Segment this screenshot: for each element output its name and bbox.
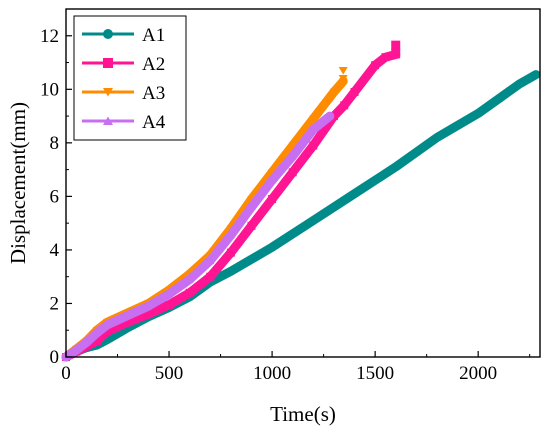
data-point-a4 xyxy=(206,257,215,264)
legend-box xyxy=(73,15,187,141)
data-point-a4 xyxy=(123,311,132,319)
data-point-a2 xyxy=(247,221,256,230)
data-point-a2 xyxy=(288,168,297,177)
data-point-a1 xyxy=(391,162,400,171)
data-point-a1 xyxy=(531,70,540,79)
data-point-a2 xyxy=(381,53,390,62)
series-line-a4 xyxy=(61,111,335,362)
data-point-a2 xyxy=(185,288,194,297)
legend-item-a3: A3 xyxy=(82,83,165,104)
x-tick-label: 2000 xyxy=(459,363,497,384)
x-tick-label: 1500 xyxy=(356,363,394,384)
data-point-a4 xyxy=(226,231,235,239)
data-point-a1 xyxy=(226,267,235,276)
y-tick-label: 6 xyxy=(50,186,60,207)
data-point-a4 xyxy=(92,329,101,337)
data-point-a2 xyxy=(309,141,318,150)
series-layer xyxy=(61,40,541,362)
y-axis-title: Displacement(mm) xyxy=(6,102,30,264)
data-point-a4 xyxy=(325,112,334,120)
y-tick-label: 2 xyxy=(50,293,60,314)
data-point-a3 xyxy=(309,115,318,123)
legend-label: A1 xyxy=(142,25,165,46)
data-point-a4 xyxy=(82,338,91,346)
data-point-a2 xyxy=(206,272,215,281)
y-tick-label: 4 xyxy=(50,240,60,261)
data-point-a4 xyxy=(103,321,112,329)
data-point-a2 xyxy=(144,310,153,319)
legend-marker xyxy=(103,88,113,97)
series-a4 xyxy=(61,111,335,362)
data-point-a2 xyxy=(92,336,101,345)
data-point-a3 xyxy=(329,88,338,96)
data-point-a1 xyxy=(432,133,441,142)
x-tick-label: 0 xyxy=(61,363,71,384)
legend-label: A3 xyxy=(142,83,165,104)
data-point-a4 xyxy=(165,290,174,298)
data-point-a2 xyxy=(103,327,112,336)
legend-marker xyxy=(103,116,113,125)
data-point-a2 xyxy=(350,87,359,96)
y-tick-label: 8 xyxy=(50,133,60,154)
end-marker-a3 xyxy=(338,66,348,75)
legend-marker xyxy=(103,58,113,68)
end-marker-a2 xyxy=(391,40,401,50)
y-tick-label: 0 xyxy=(50,347,60,368)
x-tick-label: 1000 xyxy=(253,363,291,384)
data-point-a1 xyxy=(268,243,277,252)
data-point-a1 xyxy=(309,216,318,225)
data-point-a4 xyxy=(288,152,297,160)
x-tick-label: 500 xyxy=(155,363,184,384)
data-point-a4 xyxy=(309,125,318,133)
legend: A1 A2 A3 A4 xyxy=(73,15,187,141)
data-point-a2 xyxy=(340,101,349,110)
data-point-a2 xyxy=(226,248,235,257)
y-tick-label: 12 xyxy=(40,26,59,47)
legend-item-a1: A1 xyxy=(82,25,165,46)
plot-frame xyxy=(65,8,541,358)
data-point-a2 xyxy=(268,195,277,204)
data-point-a3 xyxy=(268,169,277,176)
data-point-a4 xyxy=(185,275,194,283)
data-point-a4 xyxy=(72,346,81,354)
end-marker-a2 xyxy=(391,48,401,58)
legend-item-a4: A4 xyxy=(82,112,166,133)
data-point-a4 xyxy=(144,302,153,310)
data-point-a4 xyxy=(247,203,256,211)
data-point-a2 xyxy=(123,318,132,327)
legend-item-a2: A2 xyxy=(82,54,165,75)
data-point-a1 xyxy=(350,189,359,198)
data-point-a2 xyxy=(165,300,174,309)
legend-label: A4 xyxy=(142,112,166,133)
y-tick-label: 10 xyxy=(40,79,59,100)
data-point-a1 xyxy=(474,109,483,118)
x-axis-title: Time(s) xyxy=(270,402,336,426)
data-point-a4 xyxy=(268,176,277,184)
end-marker-a3 xyxy=(338,75,348,83)
legend-marker xyxy=(103,29,113,39)
data-point-a2 xyxy=(371,61,380,70)
legend-label: A2 xyxy=(142,54,165,75)
data-point-a3 xyxy=(288,142,297,150)
ticks-layer: 0 500 1000 1500 2000 0 2 4 6 8 10 12 xyxy=(40,26,531,384)
data-point-a1 xyxy=(515,79,524,88)
